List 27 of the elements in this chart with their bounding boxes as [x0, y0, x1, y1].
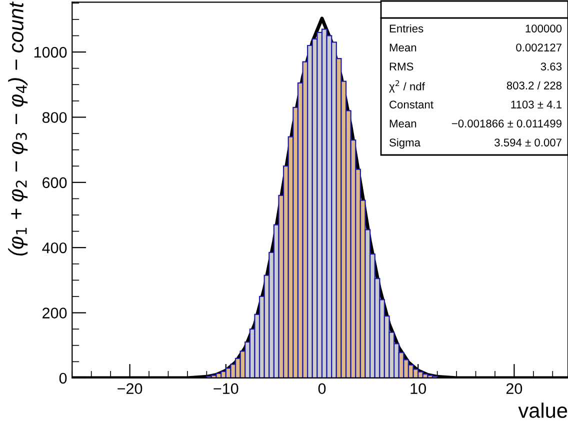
annotation: −0.001866 ± 0.011499 — [452, 120, 562, 128]
y-tick-label: 0 — [59, 372, 67, 384]
annotation: 803.2 / 228 — [506, 81, 562, 90]
annotation: Mean — [390, 44, 416, 52]
x-tick-label: 10 — [410, 383, 426, 394]
annotation: 0.002127 — [516, 44, 562, 52]
annotation: Entries — [390, 24, 424, 32]
annotation: χ$^{2}$ / ndf — [389, 80, 425, 93]
x-tick-label: 20 — [506, 383, 522, 394]
x-tick-label: −20 — [118, 383, 142, 394]
y-tick-label: 800 — [42, 112, 67, 123]
annotation: RMS — [390, 62, 414, 70]
annotation: Constant — [390, 100, 434, 108]
annotation: Sigma — [390, 138, 420, 149]
annotation: 100000 — [526, 24, 562, 32]
y-tick-label: 1000 — [34, 46, 67, 58]
text: (φ$_{1}$ + φ$_{2}$ − φ$_{3}$ − φ$_{4}$) − count — [8, 1, 28, 256]
annotation: 1103 ± 4.1 — [511, 100, 562, 108]
y-tick-label: 200 — [42, 308, 67, 318]
x-axis-title: value — [518, 402, 568, 418]
annotation: 3.63 — [540, 62, 562, 70]
annotation: Mean — [390, 120, 416, 128]
x-tick-label: −10 — [214, 383, 238, 394]
y-tick-label: 400 — [42, 242, 67, 254]
annotation: 3.594 ± 0.007 — [494, 138, 562, 146]
x-tick-label: 0 — [318, 383, 326, 394]
y-tick-label: 600 — [42, 177, 67, 188]
